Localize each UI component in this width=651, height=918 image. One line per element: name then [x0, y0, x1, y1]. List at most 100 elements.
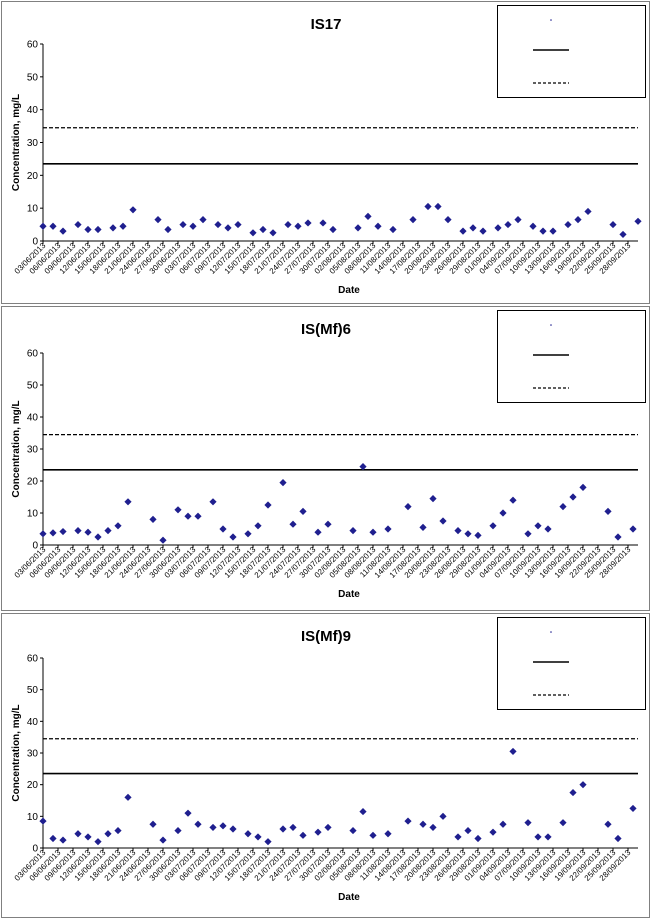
data-point [524, 530, 532, 538]
data-point [439, 517, 447, 525]
data-point [129, 206, 137, 214]
data-point [199, 216, 207, 224]
data-point [209, 498, 217, 506]
data-point [364, 212, 372, 220]
y-tick-label: 0 [32, 237, 38, 248]
data-point [244, 530, 252, 538]
data-point [224, 224, 232, 232]
data-point [604, 507, 612, 515]
data-point [94, 533, 102, 541]
y-tick-label: 60 [27, 654, 39, 665]
data-point [194, 820, 202, 828]
data-point [59, 527, 67, 536]
data-point [614, 834, 622, 843]
legend-marker [550, 19, 552, 21]
data-point [464, 530, 472, 538]
data-point [459, 227, 467, 235]
data-point [629, 525, 637, 533]
y-tick-label: 0 [32, 541, 38, 552]
data-point [304, 219, 312, 227]
data-point [514, 216, 522, 224]
data-point [579, 781, 587, 789]
data-point [609, 220, 617, 229]
data-point [229, 825, 237, 833]
panel-border [1, 306, 650, 611]
y-tick-label: 60 [27, 40, 39, 51]
data-point [384, 830, 392, 838]
data-point [254, 522, 262, 530]
data-point [294, 222, 302, 230]
data-point [524, 819, 532, 827]
data-point [454, 833, 462, 841]
data-point [419, 820, 427, 828]
data-point [489, 828, 497, 836]
data-point [424, 202, 432, 211]
data-point [39, 817, 47, 825]
x-axis-label: Date [338, 892, 360, 903]
data-point [374, 222, 382, 230]
y-tick-label: 20 [27, 780, 39, 791]
data-point [219, 525, 227, 533]
data-point [59, 227, 67, 235]
y-axis-label: Concentration, mg/L [11, 704, 22, 801]
data-point [349, 826, 357, 835]
data-point [534, 833, 542, 841]
legend-marker [550, 631, 552, 633]
data-point [269, 229, 277, 237]
data-point [369, 528, 377, 536]
data-point [544, 833, 552, 841]
data-point [84, 528, 92, 536]
data-point [264, 838, 272, 846]
data-point [574, 216, 582, 224]
data-point [529, 222, 537, 230]
data-point [159, 536, 167, 544]
data-point [504, 220, 512, 229]
data-point [229, 533, 237, 541]
chart-title: IS17 [311, 16, 342, 33]
data-point [59, 836, 67, 844]
data-point [74, 220, 82, 229]
data-point [584, 207, 592, 216]
y-tick-label: 40 [27, 717, 39, 728]
data-point [494, 224, 502, 232]
chart-title: IS(Mf)6 [301, 321, 351, 338]
data-point [174, 826, 182, 835]
data-point [439, 812, 447, 820]
data-point [354, 224, 362, 232]
y-tick-label: 10 [27, 812, 39, 823]
data-point [314, 828, 322, 836]
data-point [314, 528, 322, 536]
y-tick-label: 20 [27, 171, 39, 182]
data-point [159, 836, 167, 844]
data-point [499, 820, 507, 828]
y-tick-label: 10 [27, 509, 39, 520]
data-point [184, 809, 192, 817]
data-point [94, 225, 102, 234]
data-point [39, 222, 47, 230]
data-point [429, 823, 437, 832]
y-tick-label: 40 [27, 413, 39, 424]
data-point [404, 817, 412, 825]
data-point [189, 222, 197, 230]
data-point [444, 216, 452, 224]
data-point [209, 823, 217, 832]
legend-box [497, 617, 646, 710]
x-axis-label: Date [338, 589, 360, 600]
data-point [249, 229, 257, 237]
data-point [614, 533, 622, 541]
data-point [324, 520, 332, 528]
legend-marker [550, 324, 552, 326]
data-point [544, 525, 552, 533]
data-point [464, 826, 472, 835]
data-point [279, 825, 287, 833]
data-point [434, 202, 442, 211]
data-point [179, 220, 187, 229]
y-axis-label: Concentration, mg/L [11, 94, 22, 191]
data-point [604, 820, 612, 828]
data-point [509, 747, 517, 756]
y-tick-label: 0 [32, 844, 38, 855]
data-point [499, 509, 507, 517]
